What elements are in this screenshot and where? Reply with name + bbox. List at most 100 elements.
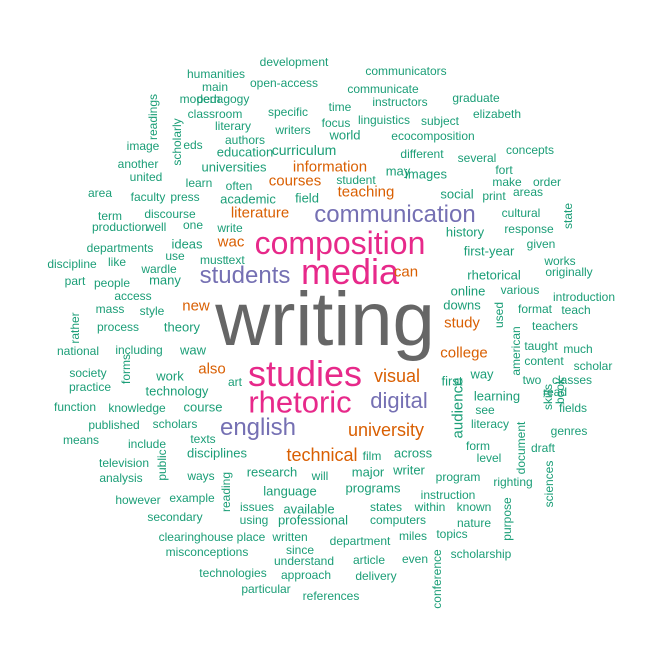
cloud-word: understand [273,554,335,568]
cloud-word: literary [214,119,252,133]
cloud-word: subject [420,114,460,128]
cloud-word: form [466,439,490,453]
cloud-word: level [476,451,502,465]
cloud-word: time [328,100,352,114]
cloud-word: misconceptions [165,545,249,559]
cloud-word: readings [146,93,160,141]
cloud-word: fields [558,401,588,415]
cloud-word: public [155,449,169,481]
cloud-word: can [393,263,419,281]
cloud-word: originally [545,265,593,279]
cloud-word: state [561,202,575,230]
cloud-word: using [239,513,269,527]
cloud-word: issues [239,500,275,514]
cloud-word: first-year [463,243,515,259]
cloud-word: field [295,190,319,206]
cloud-word: studies [247,353,363,394]
cloud-word: see [475,403,495,417]
cloud-word: eds [183,138,203,152]
cloud-word: approach [280,568,332,582]
cloud-word: way [470,366,494,382]
cloud-word: online [450,283,486,299]
cloud-word: ecocomposition [391,129,475,143]
cloud-word: text [225,253,245,267]
cloud-word: practice [68,380,112,394]
cloud-word: taught [524,339,558,353]
cloud-word: discourse [144,207,196,221]
cloud-word: given [526,237,556,251]
cloud-word: several [457,151,497,165]
cloud-word: forms [119,354,133,384]
cloud-word: within [414,500,446,514]
cloud-word: rhetorical [467,267,521,283]
cloud-word: composition [254,225,426,261]
cloud-word: images [405,166,447,182]
cloud-word: film [362,449,382,463]
cloud-word: must [199,253,227,267]
cloud-word: including [115,343,163,357]
cloud-word: information [292,158,368,176]
cloud-word: topics [436,527,468,541]
cloud-word: writer [393,462,425,478]
cloud-word: specific [267,105,309,119]
cloud-word: wardle [141,262,177,276]
cloud-word: authors [224,133,266,147]
cloud-word: faculty [130,190,166,204]
cloud-word: sciences [542,460,556,508]
cloud-word: states [369,500,403,514]
cloud-word: focus [321,116,351,130]
cloud-word: include [127,437,167,451]
cloud-word: since [285,543,315,557]
cloud-word: many [149,272,181,288]
cloud-word: communicators [365,64,447,78]
cloud-word: conference [430,549,444,609]
cloud-word: literacy [470,417,510,431]
cloud-word: digital [370,388,428,413]
cloud-word: college [440,344,488,362]
cloud-word: style [139,304,165,318]
cloud-word: write [217,221,243,235]
cloud-word: rather [68,312,82,344]
cloud-word: disciplines [187,445,247,461]
cloud-word: use [165,249,185,263]
cloud-word: courses [268,172,322,190]
cloud-word: access [114,289,152,303]
cloud-word: another [117,157,159,171]
cloud-word: available [283,501,335,517]
cloud-word: classes [551,373,593,387]
cloud-word: document [514,421,528,475]
cloud-word: technologies [199,566,267,580]
cloud-word: cultural [501,206,541,220]
cloud-word: rhetoric [248,384,352,420]
cloud-word: university [347,420,425,440]
cloud-word: two [522,373,542,387]
cloud-word: open-access [249,76,319,90]
cloud-word: make [492,175,522,189]
cloud-word: part [64,274,86,288]
cloud-word: program [435,470,481,484]
cloud-word: areas [512,185,544,199]
cloud-word: course [183,399,223,415]
cloud-word: ways [187,469,215,483]
cloud-word: known [456,500,492,514]
cloud-word: media [300,251,400,292]
cloud-word: writers [275,123,311,137]
cloud-word: nature [456,516,492,530]
cloud-word: instructors [372,95,428,109]
cloud-word: education [216,144,274,160]
cloud-word: function [53,400,97,414]
cloud-word: downs [443,297,481,313]
cloud-word: modern [179,92,221,106]
cloud-word: concepts [505,143,555,157]
cloud-word: secondary [147,510,203,524]
cloud-word: works [544,254,576,268]
cloud-word: writing [215,277,435,362]
cloud-word: new [182,297,210,315]
cloud-word: press [170,190,200,204]
cloud-word: different [400,147,444,161]
cloud-word: often [225,179,253,193]
cloud-word: means [62,433,100,447]
cloud-word: one [182,218,204,232]
cloud-word: discipline [47,257,97,271]
cloud-word: place [236,530,266,544]
